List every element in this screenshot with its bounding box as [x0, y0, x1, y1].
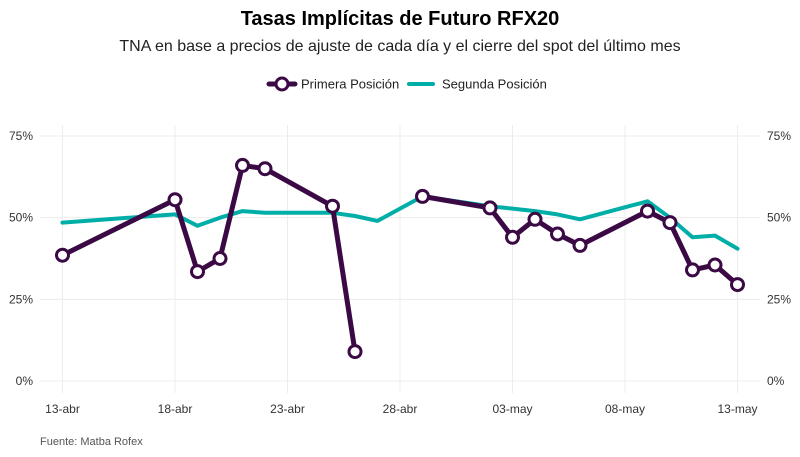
- y-tick-label-right: 0%: [767, 374, 785, 388]
- data-point: [505, 229, 520, 245]
- x-tick-label: 08-may: [605, 402, 645, 416]
- x-tick-label: 18-abr: [158, 402, 193, 416]
- source-note: Fuente: Matba Rofex: [40, 436, 143, 448]
- x-tick-label: 03-may: [492, 402, 532, 416]
- data-point: [550, 226, 565, 242]
- x-tick-label: 28-abr: [383, 402, 418, 416]
- y-tick-label-right: 75%: [767, 129, 791, 143]
- y-tick-label-right: 25%: [767, 292, 791, 306]
- data-point: [257, 161, 273, 177]
- data-point: [212, 251, 228, 266]
- y-tick-label-left: 75%: [9, 129, 33, 143]
- series-1: [55, 157, 745, 360]
- x-tick-label: 13-abr: [45, 402, 80, 416]
- data-point: [325, 198, 340, 214]
- x-tick-label: 13-may: [717, 402, 757, 416]
- legend: Primera Posición Segunda Posición: [266, 76, 547, 92]
- y-tick-label-left: 25%: [9, 292, 33, 306]
- data-point: [527, 211, 543, 227]
- legend-item-primera: Primera Posición: [266, 76, 399, 92]
- y-tick-label-left: 50%: [9, 211, 33, 225]
- chart-subtitle: TNA en base a precios de ajuste de cada …: [119, 38, 680, 55]
- data-point: [662, 215, 678, 231]
- data-point: [640, 203, 655, 219]
- series-line: [60, 162, 358, 355]
- series-2: [60, 194, 740, 251]
- data-point: [190, 264, 205, 280]
- series-line: [60, 194, 740, 251]
- y-tick-label-right: 50%: [767, 211, 791, 225]
- data-point: [415, 188, 430, 204]
- legend-label: Segunda Posición: [442, 77, 547, 92]
- series-layer: [55, 157, 745, 360]
- data-point: [235, 157, 250, 173]
- data-point: [730, 277, 745, 293]
- chart-title: Tasas Implícitas de Futuro RFX20: [241, 8, 560, 30]
- data-point: [572, 237, 588, 253]
- data-point: [347, 344, 363, 360]
- legend-item-segunda: Segunda Posición: [407, 77, 547, 92]
- y-tick-label-left: 0%: [16, 374, 34, 388]
- data-point: [55, 247, 70, 263]
- legend-marker: [274, 76, 290, 92]
- data-point: [482, 200, 498, 216]
- x-tick-label: 23-abr: [270, 402, 305, 416]
- axes: 0% 0% 25% 25% 50% 50% 75% 75% 13-abr 18-abr 23-abr…: [9, 129, 791, 416]
- data-point: [685, 262, 700, 278]
- data-point: [707, 257, 723, 273]
- data-point: [167, 192, 183, 208]
- legend-label: Primera Posición: [301, 77, 399, 92]
- grid: [40, 125, 760, 393]
